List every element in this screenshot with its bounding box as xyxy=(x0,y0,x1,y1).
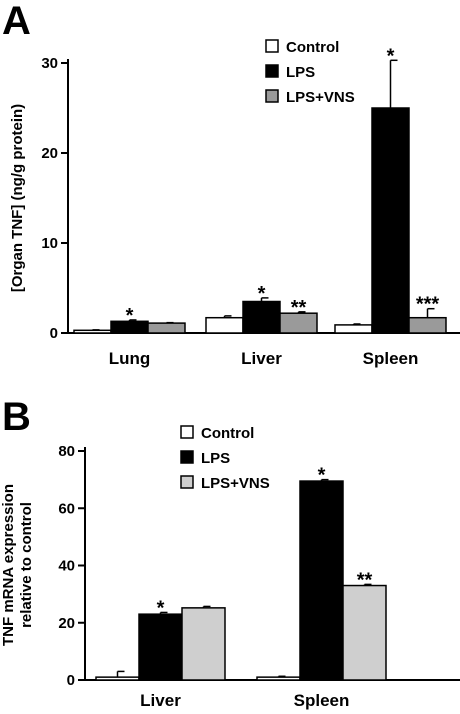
bar-lps xyxy=(299,480,344,681)
legend-label: LPS xyxy=(201,450,230,467)
y-tick-label: 20 xyxy=(58,615,75,632)
legend-swatch xyxy=(265,64,279,78)
y-axis-label-line: TNF mRNA expression xyxy=(0,484,17,646)
bar-lps xyxy=(371,107,410,334)
panel-a: A 0 10 20 30 [Organ TNF] (ng/g protein) Lung Li… xyxy=(2,0,460,368)
significance-marker: * xyxy=(387,45,395,67)
legend-label: Control xyxy=(286,39,339,56)
y-axis-label-line: [Organ TNF] (ng/g protein) xyxy=(9,104,26,292)
y-tick-label: 10 xyxy=(41,235,58,252)
y-tick-label: 30 xyxy=(41,55,58,72)
y-axis-label-line: relative to control xyxy=(18,502,35,628)
significance-marker: * xyxy=(318,465,326,487)
bar-lps-vns xyxy=(279,312,318,334)
bar-control xyxy=(95,676,140,681)
bar-lps xyxy=(242,300,281,334)
panel-label: B xyxy=(2,395,31,439)
legend-swatch xyxy=(180,425,194,439)
bar-lps-vns xyxy=(408,316,447,334)
y-tick-label: 0 xyxy=(50,325,58,342)
y-tick-label: 20 xyxy=(41,145,58,162)
x-tick-label: Spleen xyxy=(294,691,350,710)
x-tick-label: Liver xyxy=(140,691,181,710)
y-tick-label: 40 xyxy=(58,558,75,575)
legend-swatch xyxy=(265,39,279,53)
x-tick-label: Lung xyxy=(109,349,151,368)
significance-marker: * xyxy=(157,597,165,619)
bar-lps-vns xyxy=(342,584,387,681)
bar-lps-vns xyxy=(147,322,186,334)
legend-label: Control xyxy=(201,425,254,442)
significance-marker: * xyxy=(126,305,134,327)
y-tick-label: 0 xyxy=(67,672,75,689)
legend-swatch xyxy=(180,450,194,464)
bar-control xyxy=(256,676,301,681)
bar-control xyxy=(73,329,112,334)
y-tick-label: 60 xyxy=(58,500,75,517)
y-axis-label: TNF mRNA expressionrelative to control xyxy=(0,484,35,646)
legend-label: LPS xyxy=(286,64,315,81)
panel-label: A xyxy=(2,0,31,43)
significance-marker: ** xyxy=(291,297,307,319)
y-axis-label: [Organ TNF] (ng/g protein) xyxy=(9,104,26,292)
bar-control xyxy=(334,324,373,334)
x-tick-label: Spleen xyxy=(363,349,419,368)
panel-b: B 0 20 40 60 80 TNF mRNA expressionrelative to… xyxy=(0,395,460,710)
legend-swatch xyxy=(265,89,279,103)
significance-marker: * xyxy=(258,283,266,305)
bar-lps xyxy=(138,613,183,681)
bar-control xyxy=(205,316,244,334)
legend-swatch xyxy=(180,475,194,489)
x-tick-label: Liver xyxy=(241,349,282,368)
bar-lps-vns xyxy=(181,607,226,681)
significance-marker: *** xyxy=(416,294,440,316)
legend-label: LPS+VNS xyxy=(201,475,270,492)
y-tick-label: 80 xyxy=(58,443,75,460)
significance-marker: ** xyxy=(357,569,373,591)
legend-label: LPS+VNS xyxy=(286,89,355,106)
